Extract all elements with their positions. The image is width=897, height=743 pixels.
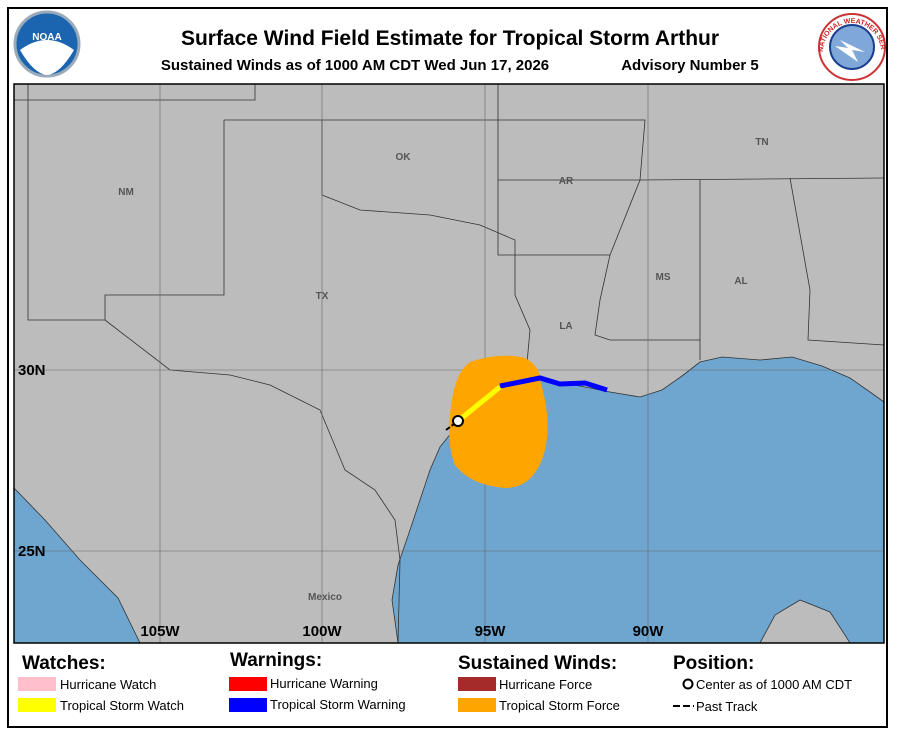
lat-label: 30N <box>18 362 46 379</box>
legend-heading: Watches: <box>22 653 106 674</box>
lon-label: 100W <box>302 623 342 640</box>
legend-heading: Warnings: <box>230 650 322 671</box>
legend-item: Hurricane Warning <box>270 676 378 691</box>
lon-label: 95W <box>475 623 507 640</box>
legend: Watches: Hurricane Watch Tropical Storm … <box>18 650 852 714</box>
legend-item: Tropical Storm Force <box>499 698 620 713</box>
state-label: LA <box>559 321 572 332</box>
state-label: MS <box>656 272 671 283</box>
legend-item: Tropical Storm Warning <box>270 697 406 712</box>
lon-label: 90W <box>633 623 665 640</box>
state-label: OK <box>396 152 412 163</box>
advisory: Advisory Number 5 <box>621 57 759 74</box>
legend-item: Hurricane Watch <box>60 677 156 692</box>
map: NM OK AR TN TX MS AL LA Mexico 30N 25N 1… <box>14 84 884 643</box>
subtitle: Sustained Winds as of 1000 AM CDT Wed Ju… <box>161 57 549 74</box>
past-track <box>445 420 459 431</box>
legend-heading: Sustained Winds: <box>458 653 617 674</box>
legend-swatch <box>229 698 267 712</box>
state-label: TN <box>755 137 768 148</box>
legend-swatch <box>458 677 496 691</box>
legend-symbol <box>682 678 694 690</box>
state-label: AL <box>734 276 747 287</box>
state-label: NM <box>118 187 134 198</box>
grid <box>14 84 884 643</box>
legend-heading: Position: <box>673 653 754 674</box>
legend-item: Past Track <box>696 699 758 714</box>
legend-swatch <box>18 677 56 691</box>
state-label: Mexico <box>308 592 342 603</box>
ts-watch <box>456 385 502 423</box>
yucatan <box>759 599 851 643</box>
pacific <box>14 487 141 643</box>
noaa-logo: NOAA <box>13 10 81 78</box>
lon-label: 105W <box>140 623 180 640</box>
legend-swatch <box>229 677 267 691</box>
storm-center <box>452 415 464 427</box>
legend-swatch <box>18 698 56 712</box>
noaa-logo-text: NOAA <box>32 32 61 43</box>
state-label: TX <box>316 291 329 302</box>
map-frame <box>13 83 885 644</box>
legend-item: Center as of 1000 AM CDT <box>696 677 852 692</box>
state-label: AR <box>559 176 574 187</box>
title: Surface Wind Field Estimate for Tropical… <box>181 27 719 50</box>
ts-warning <box>499 375 608 393</box>
legend-swatch <box>458 698 496 712</box>
legend-item: Tropical Storm Watch <box>60 698 184 713</box>
legend-item: Hurricane Force <box>499 677 592 692</box>
ts-wind-field <box>449 355 548 488</box>
lat-label: 25N <box>18 543 46 560</box>
